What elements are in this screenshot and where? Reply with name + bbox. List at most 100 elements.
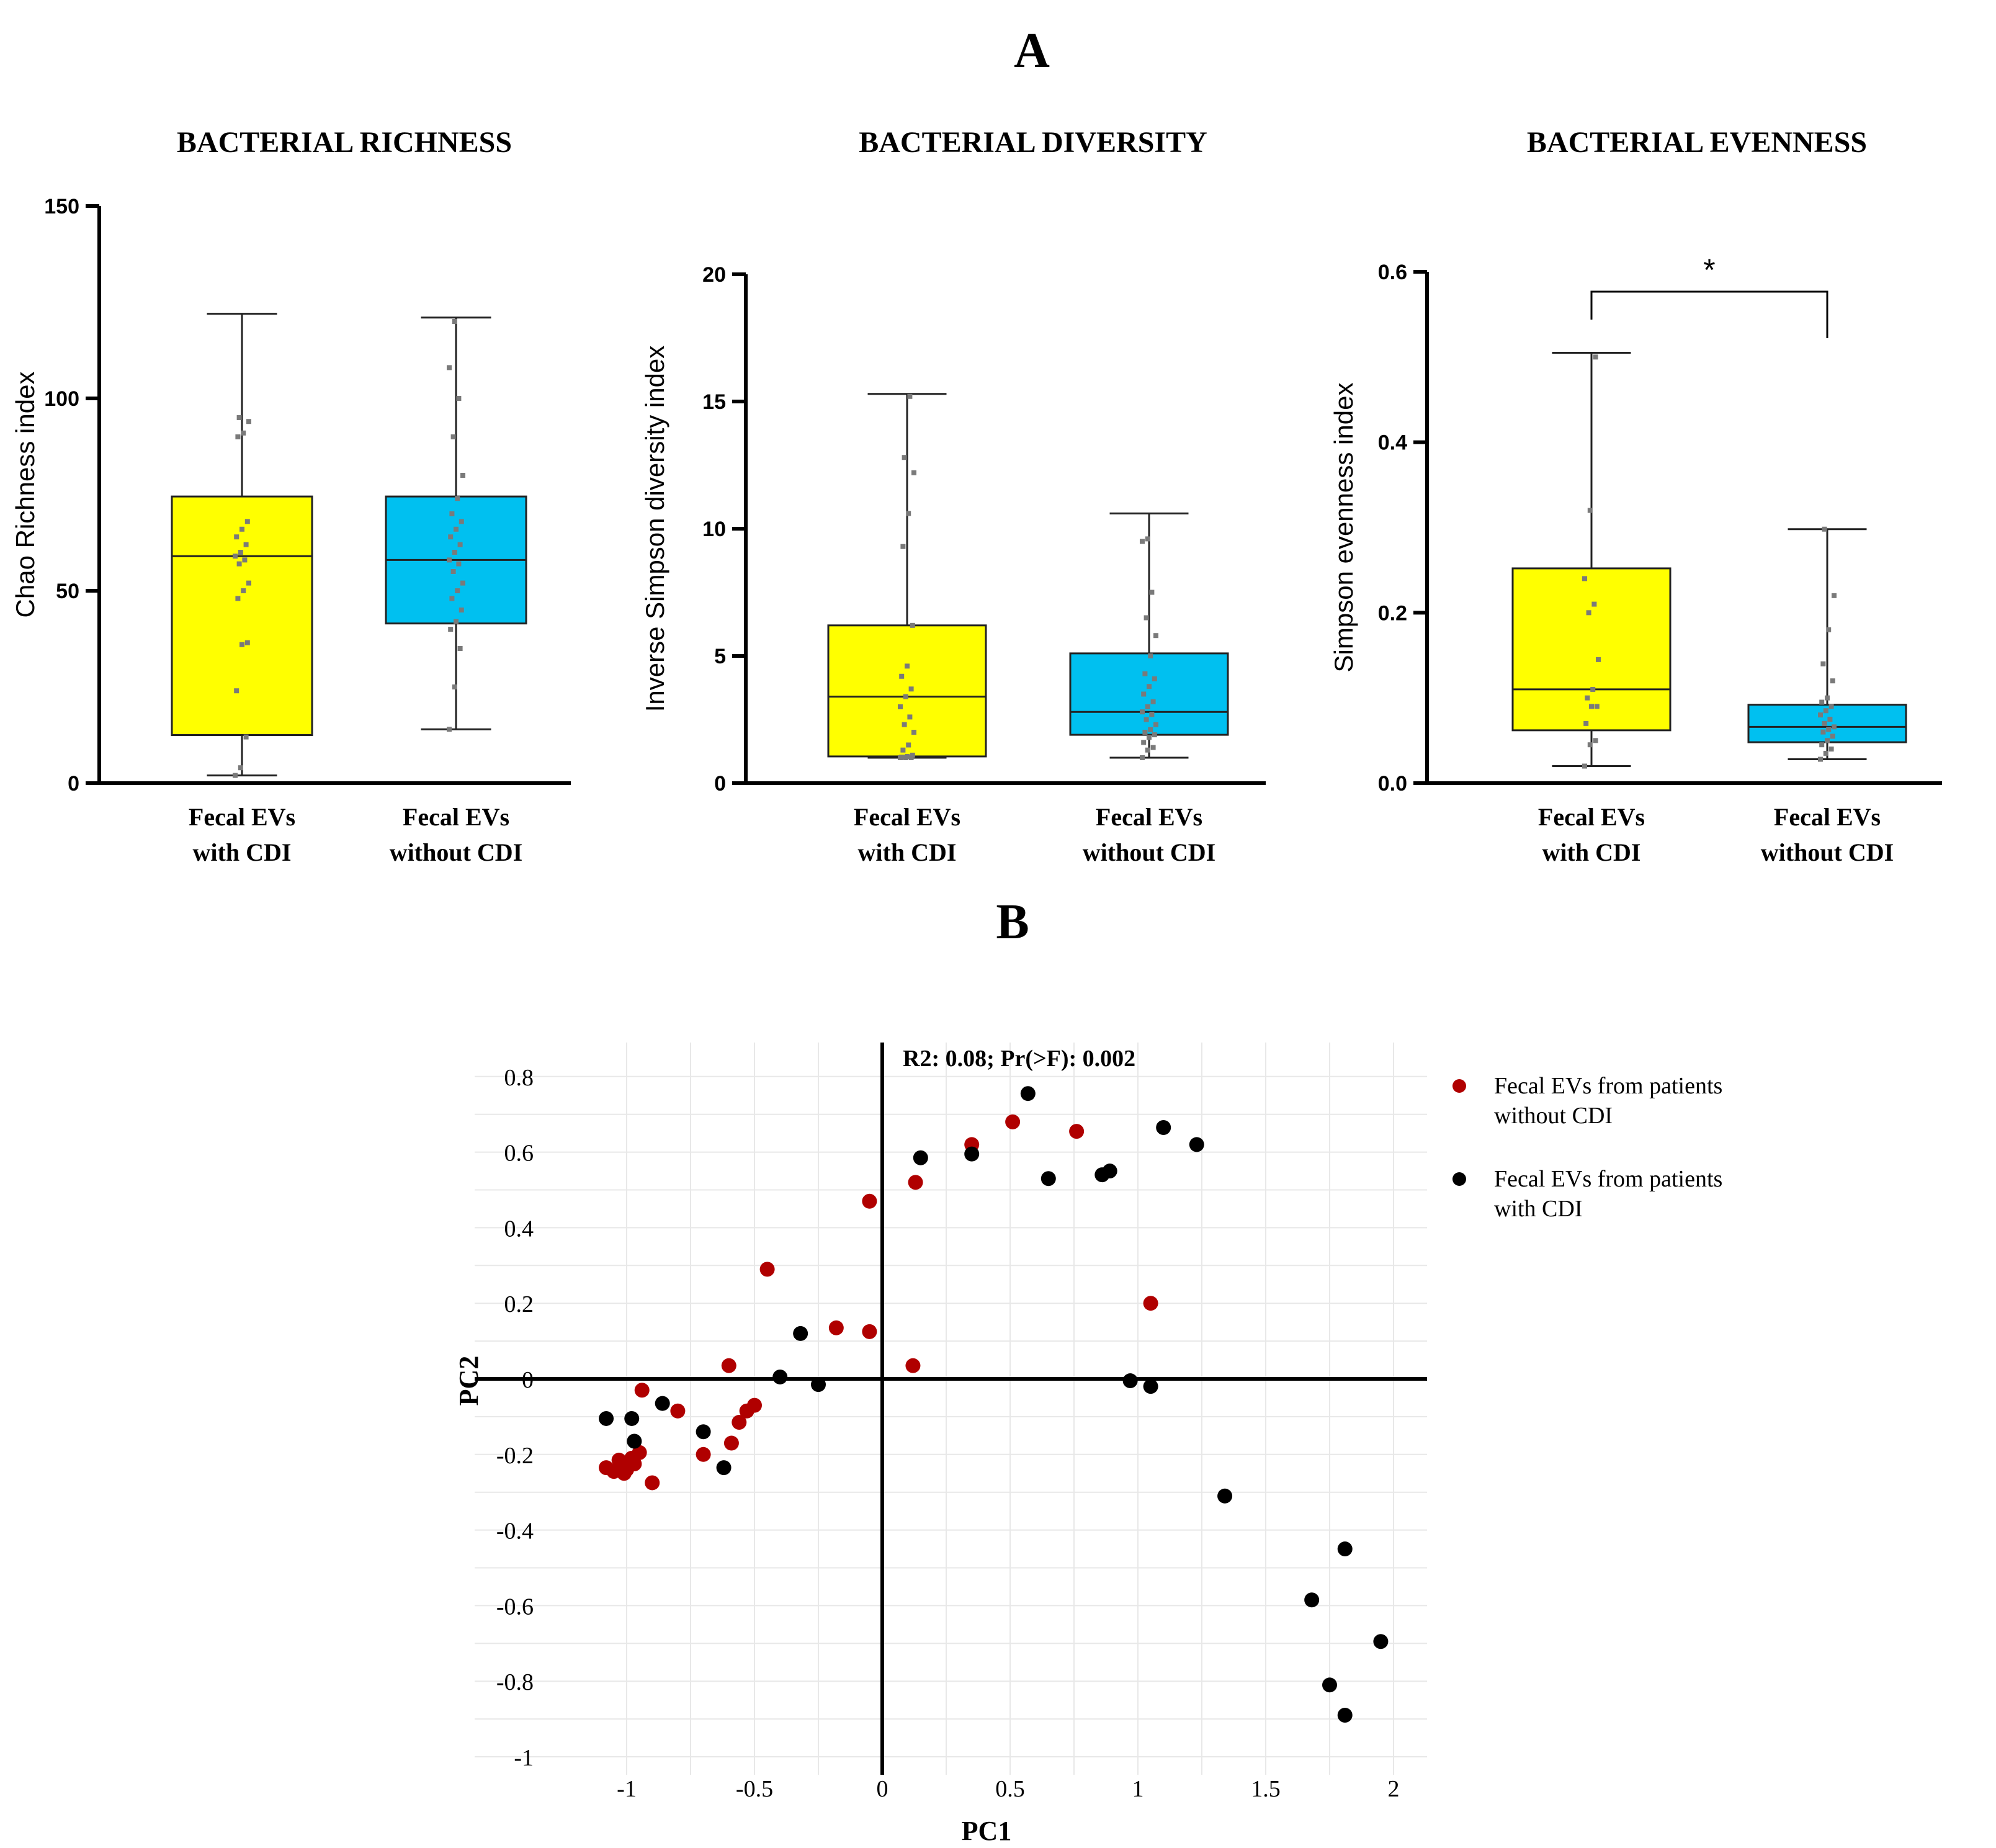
y-axis-label: Inverse Simpson diversity index	[640, 346, 669, 712]
data-point	[1593, 354, 1598, 360]
scatter-point	[793, 1325, 808, 1341]
data-point	[1823, 750, 1828, 756]
scatter-point	[1189, 1137, 1204, 1152]
data-point	[1832, 724, 1837, 730]
y-tick-label: 0.2	[1378, 601, 1407, 625]
data-point	[905, 663, 910, 669]
data-point	[457, 646, 463, 651]
y-tick-label: 5	[714, 645, 726, 668]
data-point	[234, 688, 239, 694]
x-axis-label: PC1	[962, 1816, 1012, 1846]
box-group-with-cdi: Fecal EVs with CDI	[171, 313, 313, 866]
y-tick-label: 0	[714, 772, 726, 796]
data-point	[233, 773, 238, 778]
scatter-point	[828, 1320, 844, 1335]
data-point	[907, 714, 913, 720]
data-point	[1818, 712, 1823, 718]
data-point	[906, 742, 911, 748]
box-group-without-cdi: Fecal EVs without CDI	[385, 316, 527, 866]
data-point	[1140, 755, 1145, 760]
data-point	[1590, 686, 1596, 692]
data-point	[450, 434, 456, 439]
data-point	[460, 473, 465, 478]
box-group-without-cdi: Fecal EVs without CDI	[1069, 512, 1229, 866]
significance-star: *	[1703, 253, 1715, 287]
data-point	[1148, 727, 1153, 732]
scatter-point	[670, 1403, 686, 1419]
data-point	[910, 752, 915, 758]
data-point	[902, 455, 907, 460]
y-tick-label: 100	[44, 387, 79, 411]
data-point	[1827, 717, 1833, 722]
scatter-point	[772, 1369, 788, 1384]
data-point	[1826, 627, 1832, 632]
data-point	[459, 608, 464, 612]
data-point	[1594, 704, 1600, 709]
scatter-point	[723, 1435, 739, 1451]
data-point	[244, 519, 250, 524]
legend-label-line1: Fecal EVs from patients	[1494, 1073, 1722, 1099]
data-point	[1832, 593, 1837, 598]
y-tick-label: 0.4	[504, 1216, 534, 1242]
data-point	[1830, 678, 1835, 684]
data-point	[241, 588, 246, 593]
scatter-point	[1143, 1296, 1158, 1311]
data-point	[902, 722, 907, 727]
data-point	[238, 550, 243, 555]
scatter-point	[1337, 1708, 1353, 1723]
data-point	[1143, 717, 1149, 722]
data-point	[242, 557, 248, 563]
data-point	[1153, 633, 1158, 639]
legend: Fecal EVs from patients without CDI Fecal …	[1452, 1073, 1722, 1222]
y-tick-label: 150	[44, 195, 79, 218]
data-point	[460, 580, 465, 586]
data-point	[1582, 763, 1587, 769]
scatter-point	[1102, 1164, 1117, 1179]
y-tick-label: 0.8	[504, 1065, 534, 1091]
x-tick-label-line1: Fecal EVs	[403, 803, 509, 831]
data-point	[234, 534, 239, 540]
box-iqr	[1511, 567, 1672, 732]
data-point	[1143, 615, 1149, 621]
scatter-point	[634, 1383, 650, 1398]
box-iqr	[1069, 652, 1229, 736]
scatter-point	[624, 1411, 640, 1426]
y-tick-label: 0	[68, 772, 79, 796]
data-point	[447, 365, 452, 370]
data-point	[233, 554, 238, 559]
chart-diversity: BACTERIAL DIVERSITY Inverse Simpson diver…	[640, 126, 1266, 866]
data-point	[1152, 732, 1157, 738]
x-tick-label-line2: without CDI	[1083, 838, 1215, 866]
y-tick-label: 20	[702, 263, 726, 287]
scatter-point	[645, 1475, 660, 1491]
data-point	[1147, 735, 1152, 740]
x-tick-label: 1.5	[1251, 1776, 1281, 1802]
data-point	[455, 496, 460, 501]
chart-title: BACTERIAL DIVERSITY	[859, 126, 1207, 159]
box-group-with-cdi: Fecal EVs with CDI	[827, 393, 987, 866]
chart-pcoa: -1 -0.8 -0.6 -0.4 -0.2 0 0.2 0.4 0.6 0.8 -1 -0.5 0 0.…	[454, 1043, 1722, 1846]
scatter-point	[599, 1411, 614, 1426]
data-point	[1820, 661, 1826, 666]
data-point	[899, 673, 905, 679]
x-tick-label-line2: with CDI	[193, 838, 292, 866]
chart-richness: BACTERIAL RICHNESS Chao Richness index 0 50…	[11, 126, 571, 866]
data-point	[456, 561, 462, 567]
scatter-point	[1020, 1086, 1036, 1101]
data-point	[239, 642, 244, 647]
data-point	[1593, 738, 1598, 743]
scatter-point	[721, 1358, 736, 1373]
scatter-point	[908, 1175, 923, 1190]
legend-label-line1: Fecal EVs from patients	[1494, 1166, 1722, 1192]
legend-marker	[1452, 1079, 1466, 1093]
scatter-point	[862, 1193, 877, 1209]
data-point	[908, 755, 914, 760]
y-tick-label: -0.8	[496, 1669, 534, 1695]
data-point	[447, 727, 452, 732]
y-tick-label: -0.6	[496, 1594, 534, 1620]
scatter-point	[862, 1324, 877, 1339]
box-iqr	[827, 624, 987, 758]
scatter-point	[1217, 1488, 1233, 1504]
box-iqr	[171, 495, 313, 736]
